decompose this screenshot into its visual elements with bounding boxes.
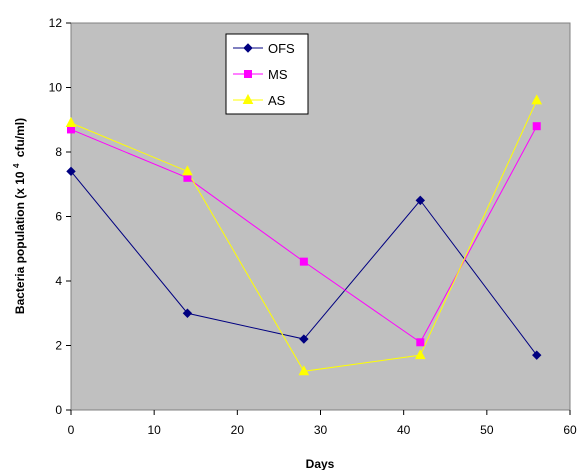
- y-axis-title: Bacteria population (x 10 4 cfu/ml): [8, 118, 27, 314]
- data-point-as: [65, 116, 77, 127]
- data-point-as: [298, 365, 310, 376]
- legend-label-as: AS: [268, 93, 286, 108]
- data-point-ofs: [415, 195, 426, 206]
- legend-marker-ms: [244, 70, 252, 78]
- x-tick-label: 40: [397, 423, 411, 437]
- y-axis-title-unit: cfu/ml): [13, 118, 27, 157]
- data-point-ofs: [182, 308, 193, 318]
- y-tick-label: 6: [55, 210, 62, 224]
- data-point-ofs: [299, 334, 309, 344]
- y-tick-label: 10: [49, 81, 63, 95]
- legend-box: [225, 33, 309, 115]
- y-tick-label: 2: [55, 339, 62, 353]
- data-point-ms: [299, 257, 308, 266]
- data-point-ms: [532, 122, 541, 131]
- y-tick-label: 8: [55, 145, 62, 159]
- x-tick-label: 30: [314, 423, 328, 437]
- x-tick-label: 50: [480, 423, 494, 437]
- legend-label-ofs: OFS: [268, 41, 295, 56]
- data-point-as: [414, 349, 426, 360]
- data-point-ms: [416, 338, 425, 347]
- data-point-ofs: [532, 350, 542, 360]
- data-point-as: [531, 94, 543, 105]
- y-tick-label: 4: [55, 274, 62, 288]
- x-tick-label: 60: [563, 423, 577, 437]
- legend-marker-as: [242, 93, 254, 104]
- x-tick-label: 0: [68, 423, 75, 437]
- data-point-as: [182, 165, 193, 176]
- y-axis-title-exponent: 4: [12, 163, 21, 168]
- legend-label-ms: MS: [268, 67, 288, 82]
- data-point-ofs: [66, 166, 76, 177]
- x-axis-title: Days: [306, 457, 335, 470]
- x-tick-label: 10: [147, 423, 161, 437]
- legend-marker-ofs: [243, 43, 253, 53]
- x-tick-label: 20: [231, 423, 245, 437]
- legend: OFS MS AS: [225, 33, 309, 115]
- y-tick-label: 0: [55, 403, 62, 417]
- plot-area: [70, 22, 571, 411]
- y-axis-title-main: Bacteria population (x 10: [13, 171, 27, 314]
- data-point-ms: [67, 125, 75, 134]
- y-tick-label: 12: [49, 16, 63, 30]
